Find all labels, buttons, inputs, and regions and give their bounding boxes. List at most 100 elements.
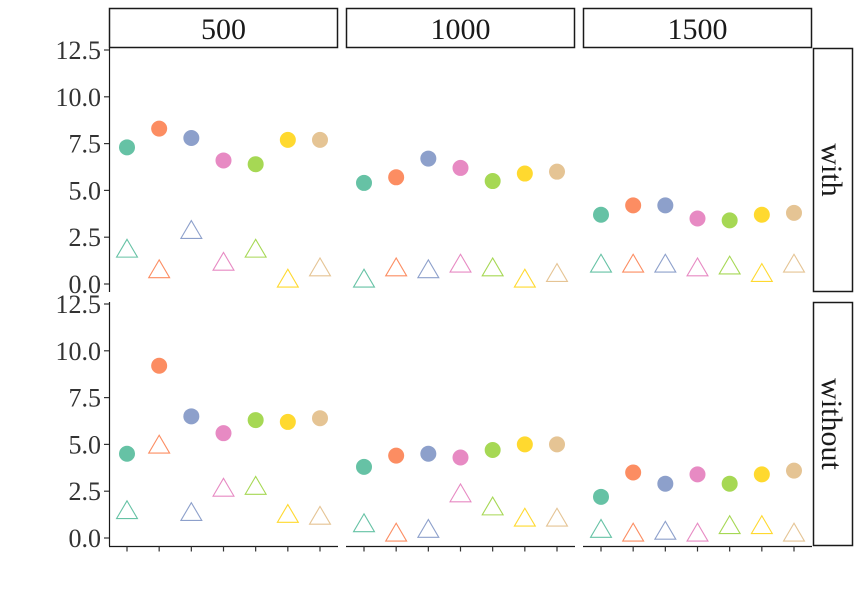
triangle-point: [308, 505, 332, 525]
panel-without-1500: [589, 462, 806, 542]
facet-strip-label-without: without: [815, 378, 848, 470]
circle-point: [279, 413, 296, 430]
circle-point: [151, 120, 168, 137]
circle-point: [657, 197, 674, 214]
triangle-point: [244, 238, 268, 258]
y-tick-label-with: 2.5: [69, 223, 102, 252]
circle-point: [247, 412, 264, 429]
triangle-point: [449, 482, 472, 503]
circle-point: [215, 152, 232, 169]
circle-point: [312, 131, 328, 148]
triangle-point: [589, 518, 613, 538]
triangle-point: [621, 253, 645, 273]
triangle-point: [686, 522, 709, 542]
circle-point: [279, 131, 296, 148]
triangle-point: [115, 499, 139, 520]
triangle-point: [244, 475, 268, 495]
circle-point: [689, 210, 706, 227]
y-tick-label-with: 5.0: [69, 176, 102, 205]
circle-point: [657, 475, 674, 492]
circle-point: [420, 445, 437, 462]
triangle-point: [147, 258, 171, 279]
y-tick-label-with: 10.0: [56, 83, 102, 112]
triangle-point: [276, 503, 300, 523]
y-tick-label-without: 5.0: [69, 430, 102, 459]
triangle-point: [352, 268, 376, 288]
facet-strip-1000: [345, 7, 576, 49]
triangle-point: [384, 522, 408, 542]
circle-point: [593, 206, 609, 223]
y-tick-label-without: 0.0: [69, 524, 102, 553]
triangle-point: [416, 518, 440, 538]
y-tick-label-without: 7.5: [69, 384, 102, 413]
triangle-point: [621, 522, 645, 542]
circle-point: [549, 436, 565, 453]
triangle-point: [782, 253, 806, 273]
circle-point: [388, 169, 405, 186]
y-tick-label-with: 7.5: [69, 130, 102, 159]
circle-point: [625, 464, 642, 481]
panel-without-1000: [352, 436, 569, 542]
triangle-point: [115, 238, 139, 258]
circle-point: [484, 442, 501, 459]
circle-point: [786, 204, 802, 221]
circle-point: [388, 447, 405, 464]
circle-point: [420, 150, 437, 167]
triangle-point: [653, 520, 677, 540]
panel-without-500: [115, 357, 332, 525]
triangle-point: [179, 219, 203, 239]
triangle-point: [750, 262, 774, 283]
circle-point: [721, 212, 738, 229]
triangle-point: [545, 262, 569, 283]
facet-strip-500: [108, 7, 339, 49]
y-tick-label-with: 12.5: [56, 36, 102, 65]
circle-point: [356, 458, 372, 475]
triangle-point: [782, 522, 806, 542]
circle-point: [516, 165, 533, 182]
panel-with-1000: [352, 150, 569, 288]
triangle-point: [718, 255, 742, 275]
triangle-point: [212, 477, 235, 497]
circle-point: [516, 436, 533, 453]
triangle-point: [179, 501, 203, 522]
triangle-point: [352, 512, 376, 533]
triangle-point: [653, 253, 677, 273]
triangle-point: [589, 253, 613, 273]
circle-point: [452, 449, 469, 466]
facet-strip-label-with: with: [815, 143, 848, 196]
circle-point: [119, 445, 135, 462]
circle-point: [247, 156, 264, 173]
circle-point: [593, 488, 609, 505]
facet-strip-label-1000: 1000: [431, 13, 491, 46]
triangle-point: [718, 514, 742, 535]
circle-point: [183, 408, 200, 425]
triangle-point: [212, 251, 235, 271]
y-tick-label-without: 10.0: [56, 337, 102, 366]
circle-point: [549, 163, 565, 180]
triangle-point: [686, 256, 709, 277]
triangle-point: [513, 268, 537, 288]
triangle-point: [276, 268, 300, 288]
panel-with-500: [115, 120, 332, 288]
triangle-point: [481, 256, 505, 277]
circle-point: [215, 425, 232, 442]
circle-point: [151, 357, 168, 374]
triangle-point: [513, 507, 537, 527]
panel-with-1500: [589, 197, 806, 283]
circle-point: [786, 462, 802, 479]
triangle-point: [545, 507, 569, 527]
triangle-point: [481, 495, 505, 516]
triangle-point: [384, 256, 408, 277]
y-tick-label-without: 2.5: [69, 477, 102, 506]
triangle-point: [449, 253, 472, 273]
circle-point: [452, 159, 469, 176]
circle-point: [183, 129, 200, 146]
facet-strip-with: [812, 47, 854, 293]
circle-point: [625, 197, 642, 214]
triangle-point: [416, 258, 440, 279]
y-tick-label-without: 12.5: [56, 290, 102, 319]
circle-point: [484, 173, 501, 190]
triangle-point: [750, 514, 774, 535]
facet-strip-without: [812, 301, 854, 547]
